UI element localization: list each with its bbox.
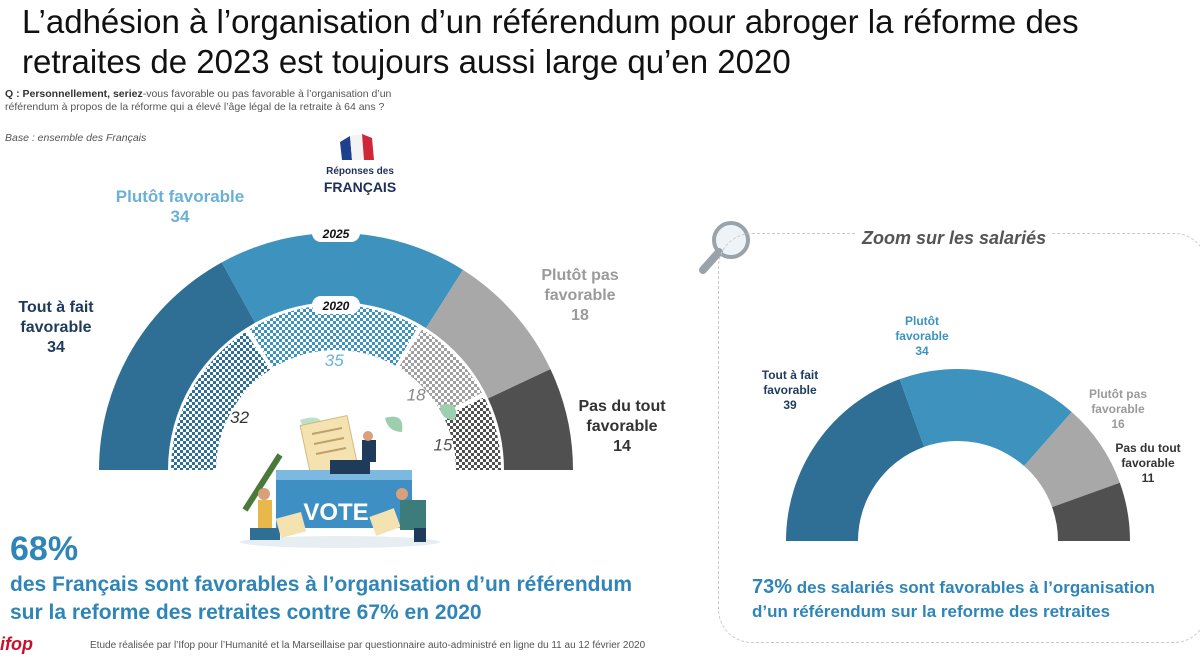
vote-illustration-icon	[240, 404, 456, 548]
arc-2020-plutot-pas	[398, 329, 482, 414]
year-label: 2020	[322, 299, 350, 313]
arc-2020-tout-a-fait	[171, 332, 271, 470]
flag-icon	[340, 134, 374, 160]
label-line: Plutôt favorable	[115, 187, 245, 206]
label-line: Plutôt pas	[541, 267, 619, 284]
label-line: favorable	[763, 383, 817, 397]
base-note: Base : ensemble des Français	[5, 132, 147, 144]
ifop-logo: ifop	[0, 634, 33, 654]
arc-2025-pas-du-tout	[488, 369, 573, 470]
label-value: 39	[783, 398, 797, 412]
zoom-label-plutot: Plutôt favorable 34	[872, 314, 972, 359]
label-value: 34	[47, 339, 65, 356]
summary-line: des Français sont favorables à l’organis…	[10, 573, 632, 596]
year-badge	[312, 224, 360, 242]
label-value: 34	[915, 344, 929, 358]
label-line: favorable	[586, 418, 658, 435]
label-value: 34	[170, 207, 190, 226]
value-label-2020: 32	[230, 408, 249, 427]
question-text: Q : Personnellement, seriez-vous favorab…	[5, 88, 435, 114]
label-line: favorable	[1091, 402, 1145, 416]
label-value: 11	[1141, 471, 1155, 485]
zoom-label-tout-a-fait: Tout à fait favorable 39	[740, 368, 840, 413]
question-prefix: Q : Personnellement, seriez	[5, 88, 143, 100]
summary-text: des Français sont favorables à l’organis…	[10, 571, 730, 627]
summary-line: sur la reforme des retraites contre 67% …	[10, 601, 482, 624]
arc-2025-plutot-favorable	[221, 232, 463, 329]
arc-2025-tout-a-fait	[99, 262, 256, 470]
question-rest: -vous favorable ou pas favorable à l’org…	[5, 88, 392, 113]
label-line: Tout à fait	[18, 299, 94, 316]
zoom-percent: 73%	[752, 576, 793, 598]
label-line: Plutôt pas	[1088, 387, 1147, 401]
year-badge	[312, 296, 360, 314]
footer-note: Etude réalisée par l’Ifop pour l’Humanit…	[90, 640, 646, 651]
vote-label: VOTE	[303, 499, 368, 526]
zoom-arc-plutot-pas	[1024, 411, 1120, 508]
arc-2025-plutot-pas	[426, 269, 551, 399]
page-title: L’adhésion à l’organisation d’un référen…	[22, 3, 1079, 80]
zoom-arc-plutot-favorable	[899, 369, 1072, 466]
zoom-arc-pas-du-tout	[1052, 482, 1130, 541]
label-line: favorable	[1121, 456, 1175, 470]
label-line: favorable	[544, 287, 616, 304]
label-plutot-favorable: Plutôt favorable 34	[90, 187, 270, 227]
arc-2020-pas-du-tout	[443, 397, 501, 470]
label-line: Plutôt	[905, 314, 939, 328]
zoom-summary-line: des salariés sont favorables à l’organis…	[792, 578, 1155, 597]
summary-percent: 68%	[10, 530, 79, 568]
zoom-label-pas-du-tout: Pas du tout favorable 11	[1098, 441, 1198, 486]
label-tout-a-fait: Tout à fait favorable 34	[0, 298, 112, 358]
arc-2020-plutot-favorable	[249, 305, 418, 368]
zoom-title: Zoom sur les salariés	[856, 228, 1053, 249]
label-value: 16	[1111, 417, 1125, 431]
label-line: Tout à fait	[761, 368, 819, 382]
zoom-label-plutot-pas: Plutôt pas favorable 16	[1068, 387, 1168, 432]
responses-header-line1: Réponses des	[326, 166, 394, 177]
zoom-summary-line: d’un référendum sur la reforme des retra…	[752, 602, 1111, 621]
label-value: 14	[613, 438, 631, 455]
label-line: Pas du tout	[1115, 441, 1181, 455]
responses-header-line2: FRANÇAIS	[324, 179, 396, 195]
zoom-arc-tout-a-fait	[786, 379, 925, 541]
zoom-summary: 73% des salariés sont favorables à l’org…	[752, 575, 1200, 624]
label-pas-du-tout: Pas du tout favorable 14	[562, 397, 682, 457]
value-label-2020: 35	[325, 351, 344, 370]
value-label-2020: 18	[407, 386, 426, 405]
label-line: favorable	[20, 319, 92, 336]
label-plutot-pas: Plutôt pas favorable 18	[520, 266, 640, 326]
label-value: 18	[571, 307, 589, 324]
label-line: Pas du tout	[578, 398, 666, 415]
value-label-2020: 15	[433, 435, 452, 454]
label-line: favorable	[895, 329, 949, 343]
year-label: 2025	[322, 227, 350, 241]
